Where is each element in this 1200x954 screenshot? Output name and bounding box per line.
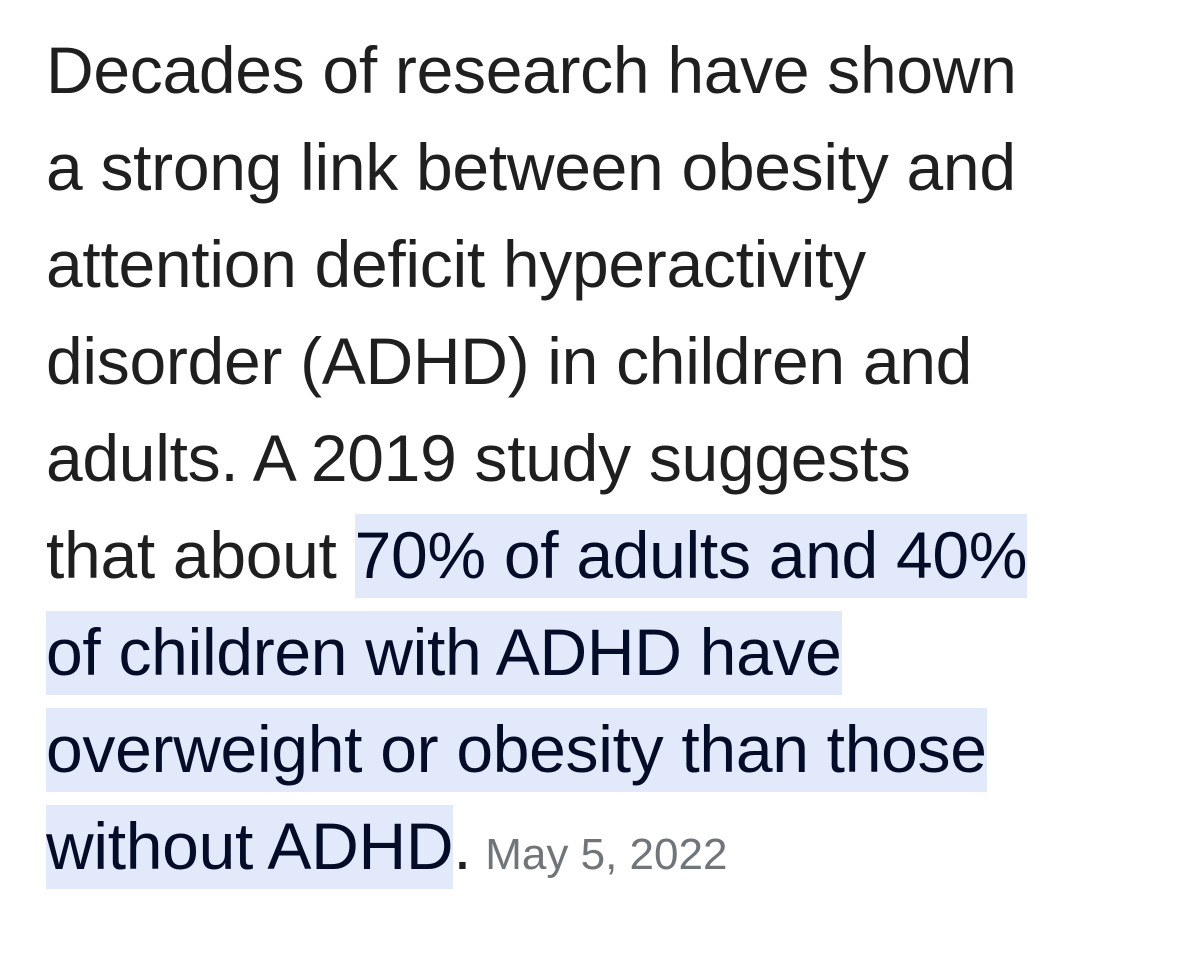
snippet-line-2: a strong link between obesity and bbox=[46, 130, 1016, 204]
snippet-line-7: of children with ADHD have bbox=[46, 604, 1176, 701]
highlighted-answer-part-1: 70% of adults and 40% bbox=[354, 514, 1027, 598]
snippet-line-9: without ADHD. May 5, 2022 bbox=[46, 798, 1176, 895]
snippet-line-6-plain: that about bbox=[46, 518, 355, 592]
snippet-period: . bbox=[453, 809, 472, 883]
featured-snippet-text: Decades of research have shown a strong … bbox=[46, 22, 1176, 895]
snippet-line-8: overweight or obesity than those bbox=[46, 701, 1176, 798]
snippet-line-5: adults. A 2019 study suggests bbox=[46, 421, 911, 495]
snippet-line-4: disorder (ADHD) in children and bbox=[46, 324, 973, 398]
snippet-line-6: that about 70% of adults and 40% bbox=[46, 507, 1176, 604]
highlighted-answer-part-2: of children with ADHD have bbox=[46, 611, 842, 695]
highlighted-answer-part-3: overweight or obesity than those bbox=[46, 708, 987, 792]
snippet-date: May 5, 2022 bbox=[485, 830, 728, 879]
highlighted-answer-part-4: without ADHD bbox=[46, 805, 454, 889]
snippet-line-3: attention deficit hyperactivity bbox=[46, 227, 866, 301]
snippet-line-1: Decades of research have shown bbox=[46, 33, 1017, 107]
